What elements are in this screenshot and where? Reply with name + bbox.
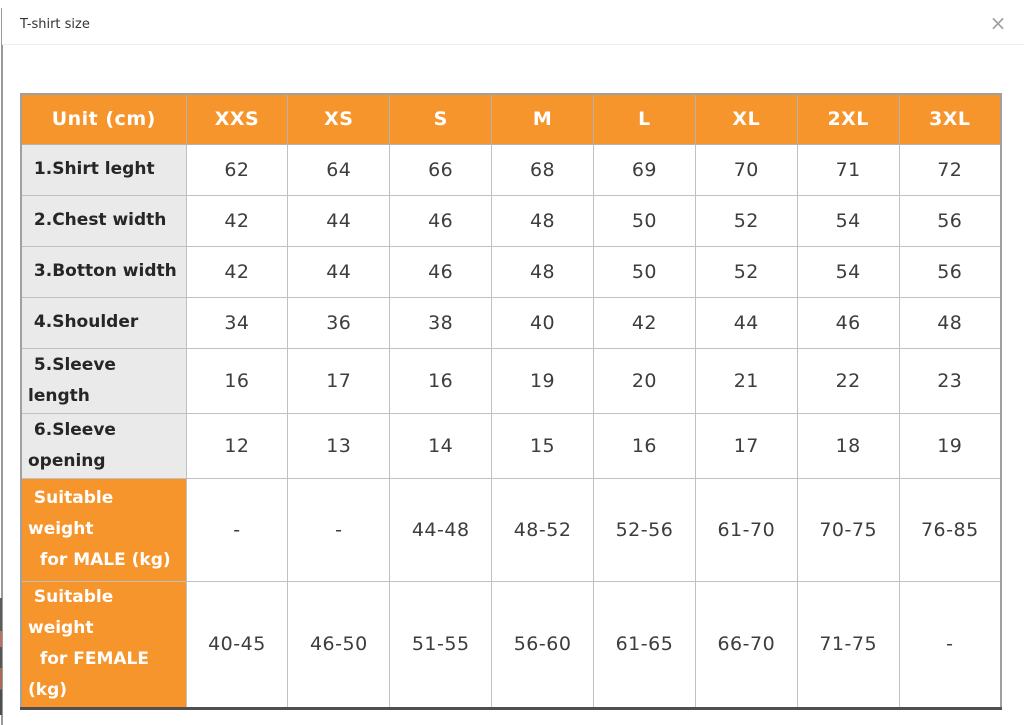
table-row-shirt-length: 1.Shirt leght 62 64 66 68 69 70 71 72	[20, 143, 1002, 196]
cell-value: 48	[898, 296, 1002, 349]
cell-value: 48	[491, 194, 594, 247]
cell-value: 23	[898, 347, 1002, 414]
table-row-sleeve-opening: 6.Sleeve opening 12 13 14 15 16 17 18 19	[20, 412, 1002, 479]
cell-value: 62	[185, 143, 289, 196]
cell-value: 16	[389, 347, 493, 414]
column-header-unit: Unit (cm)	[20, 93, 187, 145]
cell-value: 16	[593, 412, 696, 479]
cell-value: -	[898, 580, 1002, 709]
cell-value: 44	[287, 194, 391, 247]
table-header-row: Unit (cm) XXS XS S M L XL 2XL 3XL	[20, 93, 1002, 145]
cell-value: 38	[389, 296, 493, 349]
cell-value: 70-75	[796, 477, 900, 582]
cell-value: 46	[389, 245, 493, 298]
modal-header: T-shirt size ×	[2, 0, 1024, 45]
cell-value: 44	[694, 296, 798, 349]
cell-value: 12	[185, 412, 289, 479]
modal-left-edge	[1, 8, 3, 725]
cell-value: 40-45	[185, 580, 289, 709]
cell-value: 48-52	[491, 477, 594, 582]
row-label: 5.Sleeve length	[20, 347, 187, 414]
cell-value: 66-70	[694, 580, 798, 709]
table-row-female-weight: Suitable weight for FEMALE (kg) 40-45 46…	[20, 580, 1002, 709]
cell-value: 69	[593, 143, 696, 196]
cell-value: 16	[185, 347, 289, 414]
cell-value: -	[287, 477, 391, 582]
cell-value: 72	[898, 143, 1002, 196]
cell-value: 44	[287, 245, 391, 298]
cell-value: 61-65	[593, 580, 696, 709]
column-header-s: S	[389, 93, 493, 145]
modal-title: T-shirt size	[20, 17, 90, 32]
cell-value: 61-70	[694, 477, 798, 582]
row-label: Suitable weight for MALE (kg)	[20, 477, 187, 582]
row-label: 3.Botton width	[20, 245, 187, 298]
cell-value: 18	[796, 412, 900, 479]
cell-value: 64	[287, 143, 391, 196]
cell-value: 56	[898, 194, 1002, 247]
table-row-bottom-width: 3.Botton width 42 44 46 48 50 52 54 56	[20, 245, 1002, 298]
cell-value: 19	[898, 412, 1002, 479]
cell-value: 13	[287, 412, 391, 479]
cell-value: 50	[593, 194, 696, 247]
column-header-xl: XL	[694, 93, 798, 145]
row-label: 4.Shoulder	[20, 296, 187, 349]
cell-value: 20	[593, 347, 696, 414]
cell-value: 17	[694, 412, 798, 479]
cell-value: 46	[389, 194, 493, 247]
cell-value: 54	[796, 245, 900, 298]
column-header-xs: XS	[287, 93, 391, 145]
cell-value: 76-85	[898, 477, 1002, 582]
background-page-sliver	[0, 598, 2, 715]
cell-value: 14	[389, 412, 493, 479]
cell-value: 52	[694, 245, 798, 298]
cell-value: 17	[287, 347, 391, 414]
cell-value: 44-48	[389, 477, 493, 582]
size-chart-table: Unit (cm) XXS XS S M L XL 2XL 3XL 1.Shir…	[20, 93, 1002, 710]
row-label: 1.Shirt leght	[20, 143, 187, 196]
cell-value: 56-60	[491, 580, 594, 709]
cell-value: 52	[694, 194, 798, 247]
cell-value: 51-55	[389, 580, 493, 709]
table-row-chest-width: 2.Chest width 42 44 46 48 50 52 54 56	[20, 194, 1002, 247]
column-header-3xl: 3XL	[898, 93, 1002, 145]
cell-value: 40	[491, 296, 594, 349]
column-header-2xl: 2XL	[796, 93, 900, 145]
row-label: 2.Chest width	[20, 194, 187, 247]
cell-value: 34	[185, 296, 289, 349]
row-label: 6.Sleeve opening	[20, 412, 187, 479]
cell-value: 42	[185, 245, 289, 298]
cell-value: 56	[898, 245, 1002, 298]
cell-value: 46	[796, 296, 900, 349]
cell-value: 42	[185, 194, 289, 247]
cell-value: 68	[491, 143, 594, 196]
cell-value: 15	[491, 412, 594, 479]
cell-value: 36	[287, 296, 391, 349]
table-row-male-weight: Suitable weight for MALE (kg) - - 44-48 …	[20, 477, 1002, 582]
cell-value: 54	[796, 194, 900, 247]
cell-value: 50	[593, 245, 696, 298]
cell-value: 19	[491, 347, 594, 414]
table-row-sleeve-length: 5.Sleeve length 16 17 16 19 20 21 22 23	[20, 347, 1002, 414]
column-header-m: M	[491, 93, 594, 145]
column-header-xxs: XXS	[185, 93, 289, 145]
cell-value: 70	[694, 143, 798, 196]
cell-value: 48	[491, 245, 594, 298]
cell-value: 71	[796, 143, 900, 196]
column-header-l: L	[593, 93, 696, 145]
cell-value: 21	[694, 347, 798, 414]
cell-value: 42	[593, 296, 696, 349]
cell-value: 46-50	[287, 580, 391, 709]
table-row-shoulder: 4.Shoulder 34 36 38 40 42 44 46 48	[20, 296, 1002, 349]
row-label: Suitable weight for FEMALE (kg)	[20, 580, 187, 709]
close-icon[interactable]: ×	[989, 11, 1007, 35]
cell-value: 66	[389, 143, 493, 196]
cell-value: 71-75	[796, 580, 900, 709]
cell-value: 22	[796, 347, 900, 414]
cell-value: -	[185, 477, 289, 582]
cell-value: 52-56	[593, 477, 696, 582]
